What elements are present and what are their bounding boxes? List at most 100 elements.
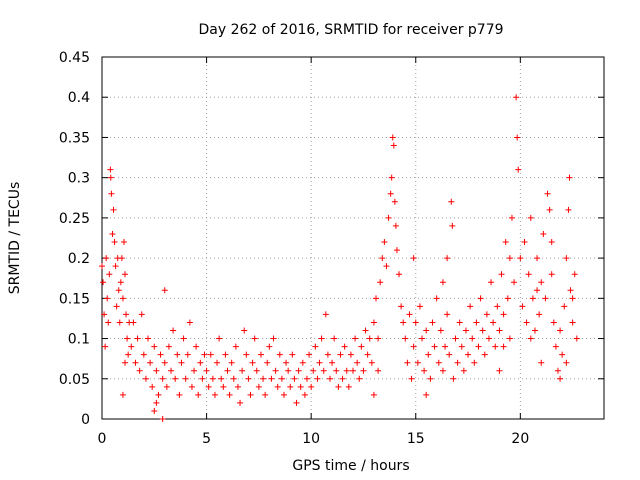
data-point <box>122 359 129 366</box>
data-point <box>113 303 120 310</box>
data-point <box>542 295 549 302</box>
data-point <box>109 230 116 237</box>
data-point <box>360 367 367 374</box>
data-point <box>450 375 457 382</box>
data-point <box>128 343 135 350</box>
data-point <box>454 359 461 366</box>
data-point <box>100 279 107 286</box>
data-point <box>410 255 417 262</box>
x-axis: 0 5 10 15 20 <box>98 57 529 447</box>
x-tick-label: 10 <box>302 431 320 447</box>
data-point <box>211 391 218 398</box>
data-point <box>557 375 564 382</box>
data-point <box>339 375 346 382</box>
data-point <box>285 367 292 374</box>
data-point <box>335 383 342 390</box>
y-tick-label: 0.05 <box>59 372 90 388</box>
data-point <box>502 239 509 246</box>
data-point <box>268 375 275 382</box>
data-point <box>398 303 405 310</box>
data-point <box>471 359 478 366</box>
data-point <box>563 359 570 366</box>
data-point <box>521 239 528 246</box>
data-point <box>237 399 244 406</box>
data-point <box>306 351 313 358</box>
data-point <box>224 367 231 374</box>
data-point <box>523 319 530 326</box>
data-points <box>99 94 580 422</box>
data-point <box>561 303 568 310</box>
x-tick-label: 5 <box>202 431 211 447</box>
data-point <box>257 351 264 358</box>
data-point <box>517 255 524 262</box>
data-point <box>253 367 260 374</box>
data-point <box>301 391 308 398</box>
grid <box>102 57 604 419</box>
data-point <box>178 359 185 366</box>
data-point <box>515 166 522 173</box>
data-point <box>99 263 105 270</box>
data-point <box>308 383 315 390</box>
data-point <box>182 375 189 382</box>
data-point <box>262 391 269 398</box>
data-point <box>120 239 127 246</box>
data-point <box>437 327 444 334</box>
data-point <box>569 319 576 326</box>
data-point <box>392 222 399 229</box>
data-point <box>460 367 467 374</box>
data-point <box>500 343 507 350</box>
plot-frame <box>101 56 605 420</box>
data-point <box>272 367 279 374</box>
data-point <box>527 214 534 221</box>
data-point <box>264 359 271 366</box>
data-point <box>354 359 361 366</box>
data-point <box>496 367 503 374</box>
data-point <box>168 367 175 374</box>
data-point <box>456 319 463 326</box>
data-point <box>230 375 237 382</box>
data-point <box>540 230 547 237</box>
data-point <box>485 335 492 342</box>
data-point <box>494 303 501 310</box>
data-point <box>310 367 317 374</box>
data-point <box>201 351 208 358</box>
data-point <box>444 311 451 318</box>
data-point <box>125 351 132 358</box>
y-tick-label: 0.4 <box>68 90 90 106</box>
data-point <box>504 295 511 302</box>
data-point <box>519 303 526 310</box>
data-point <box>554 367 561 374</box>
data-point <box>270 335 277 342</box>
data-point <box>525 271 532 278</box>
data-point <box>421 367 428 374</box>
data-point <box>419 335 426 342</box>
data-point <box>234 383 241 390</box>
data-point <box>314 375 321 382</box>
data-point <box>255 383 262 390</box>
data-point <box>163 383 170 390</box>
data-point <box>433 295 440 302</box>
data-point <box>122 271 129 278</box>
data-point <box>452 335 459 342</box>
data-point <box>347 351 354 358</box>
y-tick-label: 0.35 <box>59 130 90 146</box>
data-point <box>130 319 137 326</box>
data-point <box>563 255 570 262</box>
data-point <box>559 351 566 358</box>
data-point <box>387 190 394 197</box>
x-tick-label: 15 <box>407 431 425 447</box>
x-axis-title: GPS time / hours <box>292 458 409 474</box>
data-point <box>412 319 419 326</box>
data-point <box>385 214 392 221</box>
data-point <box>138 311 145 318</box>
data-point <box>379 255 386 262</box>
data-point <box>467 303 474 310</box>
data-point <box>381 239 388 246</box>
data-point <box>280 391 287 398</box>
data-point <box>222 351 229 358</box>
data-point <box>538 359 545 366</box>
data-point <box>538 279 545 286</box>
data-point <box>297 383 304 390</box>
data-point <box>312 343 319 350</box>
